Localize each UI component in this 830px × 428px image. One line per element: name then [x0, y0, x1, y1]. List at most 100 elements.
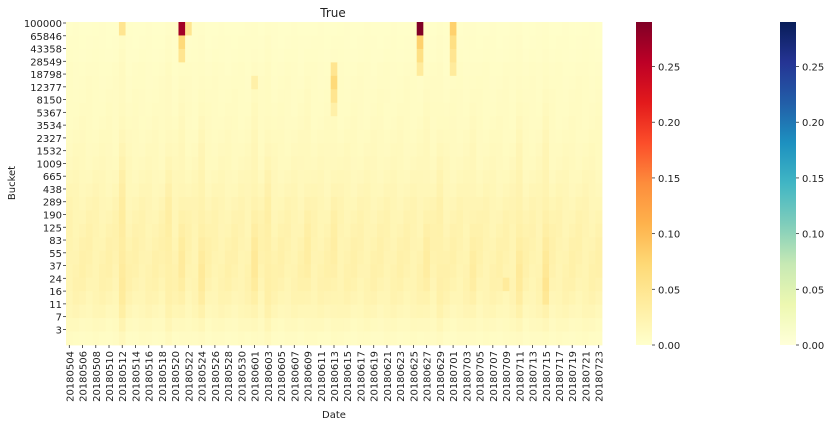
heatmap-cell: [496, 291, 504, 306]
heatmap-cell: [330, 102, 338, 117]
heatmap-cell: [410, 116, 418, 131]
heatmap-cell: [522, 237, 530, 252]
heatmap-cell: [79, 143, 87, 157]
heatmap-cell: [324, 277, 332, 292]
heatmap-cell: [317, 237, 325, 252]
heatmap-cell: [304, 210, 312, 225]
heatmap-cell: [66, 35, 74, 50]
heatmap-cell: [277, 102, 285, 117]
heatmap-cell: [238, 62, 246, 77]
heatmap-cell: [562, 250, 570, 265]
x-tick-label: 20180516: [145, 351, 156, 402]
heatmap-cell: [343, 102, 351, 117]
heatmap-cell: [92, 223, 100, 238]
heatmap-cell: [125, 250, 133, 265]
heatmap-cell: [588, 250, 596, 265]
heatmap-cell: [185, 291, 193, 306]
heatmap-cell: [66, 291, 74, 306]
heatmap-cell: [496, 35, 504, 50]
heatmap-cell: [330, 75, 338, 90]
heatmap-cell: [178, 62, 186, 77]
heatmap-cell: [251, 129, 259, 144]
heatmap-cell: [363, 116, 371, 131]
heatmap-cell: [99, 223, 107, 238]
heatmap-cell: [416, 223, 424, 238]
heatmap-cell: [238, 75, 246, 90]
heatmap-cell: [284, 210, 292, 225]
heatmap-cell: [383, 22, 391, 36]
heatmap-cell: [542, 22, 550, 36]
heatmap-cell: [383, 156, 391, 171]
heatmap-cell: [529, 223, 537, 238]
heatmap-cell: [350, 291, 358, 306]
heatmap-cell: [138, 304, 146, 319]
heatmap-cell: [284, 116, 292, 131]
heatmap-cell: [297, 318, 305, 332]
heatmap-cell: [171, 116, 179, 131]
heatmap-cell: [363, 304, 371, 319]
heatmap-cell: [152, 237, 160, 252]
heatmap-cell: [496, 62, 504, 77]
heatmap-cell: [423, 223, 431, 238]
heatmap-cell: [370, 170, 378, 184]
heatmap-cell: [522, 143, 530, 157]
heatmap-cell: [211, 62, 219, 77]
heatmap-cell: [476, 89, 484, 104]
heatmap-cell: [416, 210, 424, 225]
heatmap-cell: [271, 102, 279, 117]
y-tick-label: 125: [43, 223, 62, 234]
heatmap-cell: [522, 48, 530, 63]
heatmap-cell: [456, 196, 464, 211]
heatmap-cell: [502, 264, 510, 279]
heatmap-cell: [423, 250, 431, 265]
heatmap-cell: [502, 62, 510, 77]
heatmap-cell: [463, 62, 471, 77]
heatmap-cell: [568, 304, 576, 319]
heatmap-cell: [330, 116, 338, 131]
heatmap-cell: [383, 89, 391, 104]
heatmap-cell: [284, 89, 292, 104]
heatmap-cell: [575, 35, 583, 50]
heatmap-cell: [152, 291, 160, 306]
heatmap-cell: [555, 210, 563, 225]
heatmap-cell: [317, 183, 325, 198]
heatmap-cell: [588, 75, 596, 90]
heatmap-cell: [595, 35, 603, 50]
heatmap-cell: [72, 196, 80, 211]
heatmap-cell: [542, 223, 550, 238]
heatmap-cell: [211, 48, 219, 63]
heatmap-cell: [257, 264, 265, 279]
heatmap-cell: [469, 156, 477, 171]
heatmap-cell: [363, 22, 371, 36]
heatmap-cell: [482, 291, 490, 306]
heatmap-cell: [257, 75, 265, 90]
heatmap-cell: [542, 35, 550, 50]
heatmap-cell: [403, 277, 411, 292]
heatmap-cell: [264, 210, 272, 225]
heatmap-cell: [324, 183, 332, 198]
heatmap-cell: [264, 22, 272, 36]
heatmap-cell: [178, 196, 186, 211]
heatmap-cell: [191, 170, 199, 184]
heatmap-cell: [324, 170, 332, 184]
heatmap-cell: [529, 237, 537, 252]
heatmap-cell: [575, 143, 583, 157]
heatmap-cell: [297, 223, 305, 238]
heatmap-cell: [297, 143, 305, 157]
heatmap-cell: [588, 48, 596, 63]
heatmap-cell: [496, 129, 504, 144]
heatmap-cell: [198, 291, 206, 306]
heatmap-cell: [251, 277, 259, 292]
heatmap-cell: [482, 75, 490, 90]
heatmap-cell: [211, 129, 219, 144]
heatmap-cell: [277, 35, 285, 50]
heatmap-cell: [317, 250, 325, 265]
heatmap-cell: [66, 170, 74, 184]
y-tick-label: 83: [49, 236, 62, 247]
heatmap-cell: [112, 48, 120, 63]
heatmap-cell: [211, 143, 219, 157]
heatmap-cell: [171, 156, 179, 171]
heatmap-cell: [582, 143, 590, 157]
heatmap-cell: [350, 75, 358, 90]
heatmap-cell: [370, 196, 378, 211]
